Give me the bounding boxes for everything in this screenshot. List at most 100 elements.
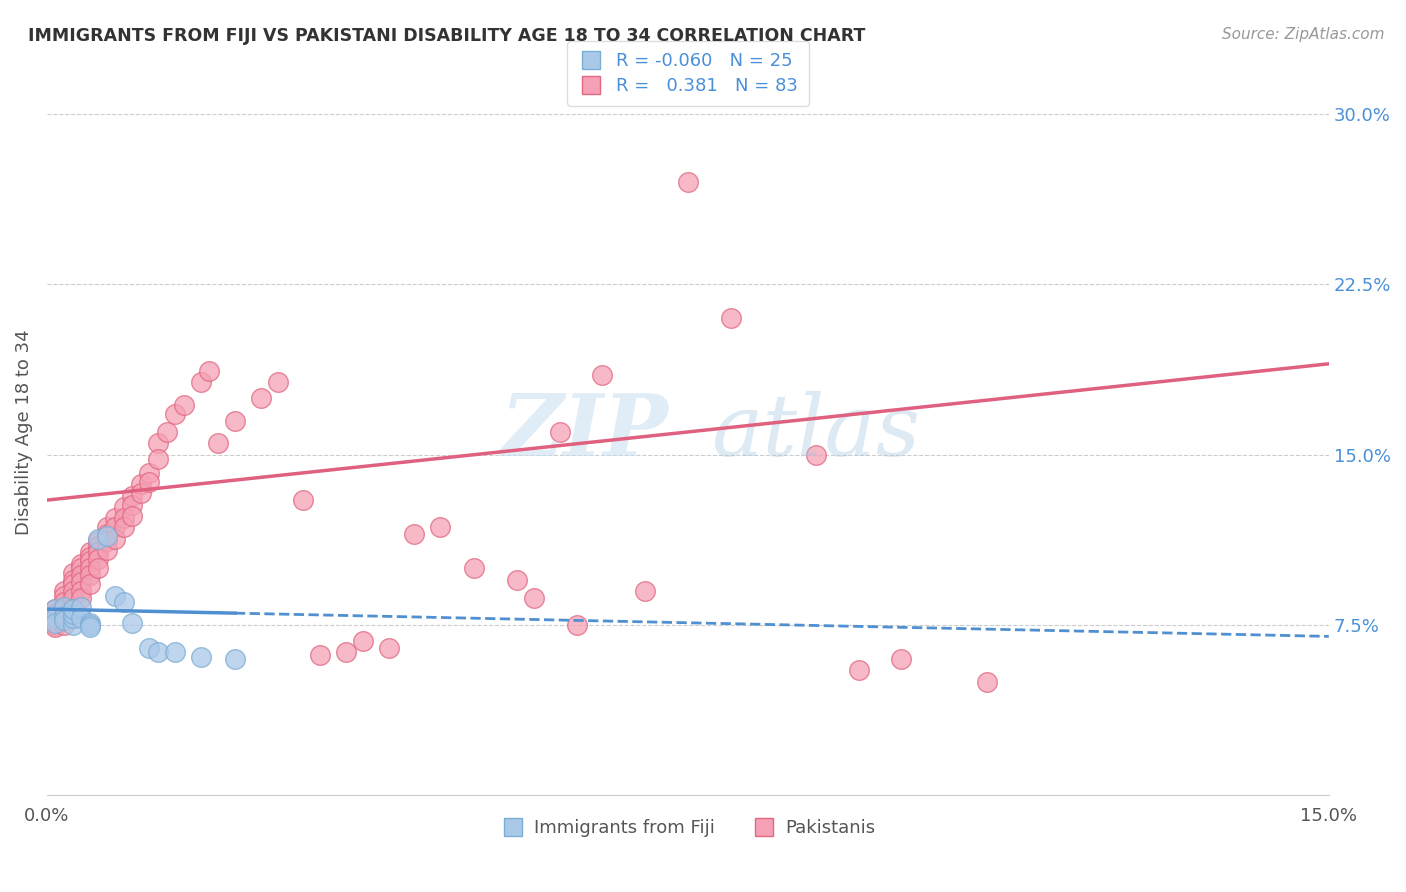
Point (44, 607, 66, 621)
Point (976, 674, 998, 689)
Point (44, 620, 66, 634)
Point (165, 407, 187, 421)
Point (429, 520, 451, 534)
Point (224, 652, 246, 666)
Point (44, 614, 66, 628)
Point (804, 448, 827, 462)
Point (70, 611, 93, 625)
Point (121, 508, 143, 523)
Point (79, 620, 101, 634)
Point (70, 561, 93, 575)
Point (112, 511, 135, 525)
Point (96, 533, 118, 548)
Point (523, 591, 546, 605)
Point (70, 584, 93, 599)
Point (676, 175, 699, 189)
Point (62, 584, 84, 599)
Point (62, 611, 84, 625)
Point (565, 618, 588, 632)
Point (44, 618, 66, 632)
Point (121, 615, 143, 630)
Point (79, 618, 101, 632)
Point (70, 568, 93, 582)
Point (96, 527, 118, 541)
Point (53, 599, 76, 614)
Point (112, 500, 135, 514)
Point (62, 602, 84, 616)
Point (104, 511, 127, 525)
Text: atlas: atlas (711, 391, 921, 474)
Point (138, 466, 160, 480)
Point (62, 577, 84, 591)
Point (79, 545, 101, 559)
Point (720, 311, 742, 326)
Point (87, 552, 110, 566)
Point (198, 364, 221, 378)
Point (62, 573, 84, 587)
Point (62, 618, 84, 632)
Text: ZIP: ZIP (502, 390, 669, 474)
Point (292, 493, 315, 508)
Point (890, 652, 912, 666)
Point (79, 577, 101, 591)
Text: Source: ZipAtlas.com: Source: ZipAtlas.com (1222, 27, 1385, 42)
Point (129, 477, 152, 491)
Point (463, 561, 485, 575)
Point (87, 561, 110, 575)
Point (249, 391, 271, 405)
Point (87, 539, 110, 553)
Point (138, 640, 160, 655)
Point (548, 425, 571, 439)
Text: IMMIGRANTS FROM FIJI VS PAKISTANI DISABILITY AGE 18 TO 34 CORRELATION CHART: IMMIGRANTS FROM FIJI VS PAKISTANI DISABI… (28, 27, 866, 45)
Point (44, 615, 66, 630)
Point (112, 595, 135, 609)
Point (70, 574, 93, 589)
Point (53, 614, 76, 628)
Point (79, 615, 101, 630)
Point (62, 591, 84, 605)
Y-axis label: Disability Age 18 to 34: Disability Age 18 to 34 (15, 329, 32, 535)
Point (121, 498, 143, 512)
Point (53, 609, 76, 624)
Point (138, 475, 160, 489)
Point (190, 649, 212, 664)
Point (591, 368, 613, 383)
Point (62, 607, 84, 621)
Point (79, 554, 101, 568)
Point (53, 614, 76, 628)
Point (266, 375, 288, 389)
Point (506, 573, 529, 587)
Point (104, 520, 127, 534)
Point (62, 566, 84, 580)
Point (53, 584, 76, 599)
Point (70, 557, 93, 571)
Point (165, 645, 187, 659)
Point (173, 398, 195, 412)
Point (96, 529, 118, 543)
Point (96, 520, 118, 534)
Point (87, 545, 110, 559)
Point (377, 640, 399, 655)
Point (848, 664, 870, 678)
Point (146, 452, 169, 467)
Legend: Immigrants from Fiji, Pakistanis: Immigrants from Fiji, Pakistanis (492, 812, 883, 845)
Point (634, 584, 657, 599)
Point (96, 543, 118, 558)
Point (207, 436, 229, 450)
Point (87, 533, 110, 548)
Point (87, 532, 110, 546)
Point (53, 618, 76, 632)
Point (224, 414, 246, 428)
Point (53, 589, 76, 603)
Point (155, 425, 177, 439)
Point (112, 520, 135, 534)
Point (129, 486, 152, 500)
Point (190, 375, 212, 389)
Point (44, 611, 66, 625)
Point (79, 561, 101, 575)
Point (44, 602, 66, 616)
Point (70, 599, 93, 614)
Point (104, 532, 127, 546)
Point (62, 602, 84, 616)
Point (79, 568, 101, 582)
